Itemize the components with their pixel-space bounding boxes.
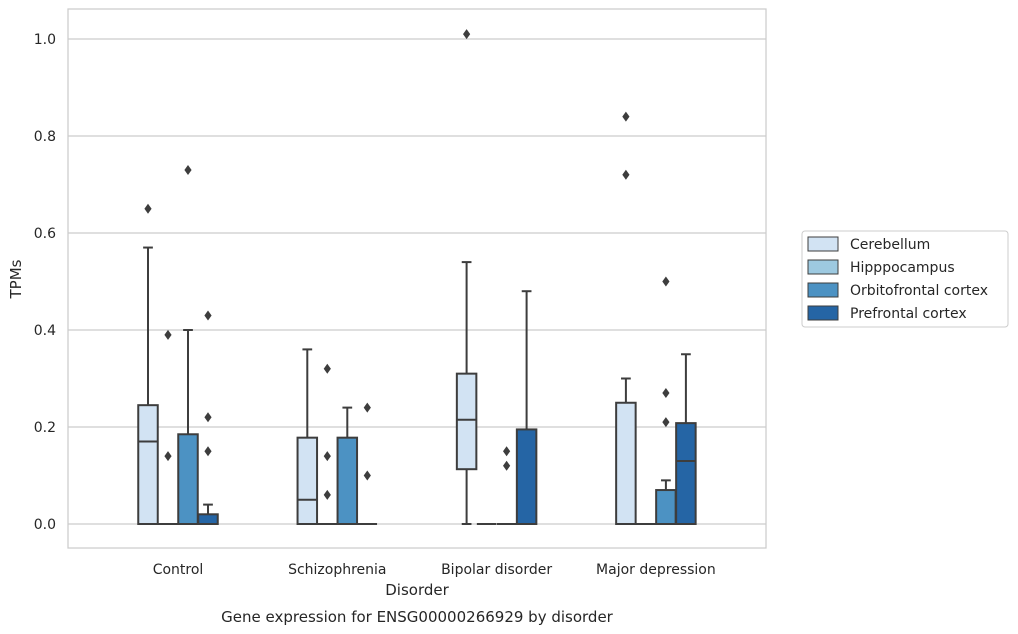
box-body <box>177 433 199 525</box>
y-tick-label: 0.8 <box>34 129 56 145</box>
x-tick-label: Major depression <box>596 562 716 578</box>
legend: Cerebellum Hipppocampus Orbitofrontal cort… <box>801 230 1009 328</box>
legend-entries: Cerebellum Hipppocampus Orbitofrontal cort… <box>807 236 988 322</box>
x-tick-label: Schizophrenia <box>288 562 386 578</box>
box-body <box>455 372 478 471</box>
outlier-point <box>503 446 511 457</box>
legend-entry: Orbitofrontal cortex <box>807 282 988 299</box>
box-body <box>296 436 319 526</box>
legend-swatch <box>807 305 839 321</box>
y-tick-label: 0.4 <box>34 323 56 339</box>
outlier-point <box>662 388 670 399</box>
box-prefrontal-cortex <box>675 353 697 525</box>
outlier-point <box>204 412 212 423</box>
box-cerebellum <box>455 29 478 525</box>
box-body <box>675 422 697 525</box>
box-orbitofrontal-cortex <box>177 164 199 525</box>
legend-entry: Prefrontal cortex <box>807 305 967 322</box>
box-prefrontal-cortex <box>515 290 538 525</box>
legend-label: Cerebellum <box>850 237 930 253</box>
outlier-point <box>363 470 371 481</box>
box-prefrontal-cortex <box>357 402 378 525</box>
outlier-point <box>363 402 371 413</box>
outlier-point <box>323 451 331 462</box>
boxes <box>137 29 697 526</box>
legend-swatch <box>807 282 839 298</box>
outlier-point <box>323 363 331 374</box>
outlier-point <box>204 446 212 457</box>
outlier-point <box>184 164 192 175</box>
box-body <box>515 428 538 525</box>
outlier-point <box>204 310 212 321</box>
box-body <box>615 401 637 525</box>
y-tick-label: 0.0 <box>34 517 56 533</box>
box-orbitofrontal-cortex <box>336 406 359 526</box>
box-hipppocampus <box>158 329 178 525</box>
box-cerebellum <box>615 111 637 525</box>
y-axis-label: TPMs <box>7 259 25 299</box>
plot-area <box>67 8 767 549</box>
outlier-point <box>144 203 152 214</box>
legend-swatch <box>807 236 839 252</box>
y-tick-labels: 0.0 0.2 0.4 0.6 0.8 1.0 <box>34 32 56 533</box>
box-body <box>137 404 159 525</box>
outlier-point <box>662 417 670 428</box>
outlier-point <box>323 489 331 500</box>
box-hipppocampus <box>317 363 338 525</box>
outlier-point <box>463 29 471 40</box>
x-tick-label: Control <box>153 562 204 578</box>
legend-swatch <box>807 259 839 275</box>
y-tick-label: 0.2 <box>34 420 56 436</box>
legend-label: Hipppocampus <box>850 260 955 276</box>
legend-label: Orbitofrontal cortex <box>850 283 988 299</box>
box-cerebellum <box>137 203 159 525</box>
outlier-point <box>503 460 511 471</box>
outlier-point <box>622 111 630 122</box>
legend-label: Prefrontal cortex <box>850 306 967 322</box>
box-body <box>336 436 359 526</box>
chart-title: Gene expression for ENSG00000266929 by d… <box>221 608 614 626</box>
legend-entry: Hipppocampus <box>807 259 955 276</box>
x-axis-label: Disorder <box>385 581 449 599</box>
box-prefrontal-cortex <box>197 310 219 525</box>
legend-entry: Cerebellum <box>807 236 930 253</box>
y-tick-label: 1.0 <box>34 32 56 48</box>
x-tick-label: Bipolar disorder <box>441 562 552 578</box>
box-orbitofrontal-cortex <box>655 276 677 525</box>
x-tick-labels: Control Schizophrenia Bipolar disorder Majo… <box>153 562 716 578</box>
outlier-point <box>622 169 630 180</box>
legend-frame <box>801 230 1009 328</box>
box-body <box>655 489 677 525</box>
outlier-point <box>662 276 670 287</box>
box-orbitofrontal-cortex <box>496 446 517 525</box>
outlier-point <box>164 329 172 340</box>
outlier-point <box>164 451 172 462</box>
box-body <box>197 513 219 525</box>
box-cerebellum <box>296 348 319 526</box>
y-tick-label: 0.6 <box>34 226 56 242</box>
